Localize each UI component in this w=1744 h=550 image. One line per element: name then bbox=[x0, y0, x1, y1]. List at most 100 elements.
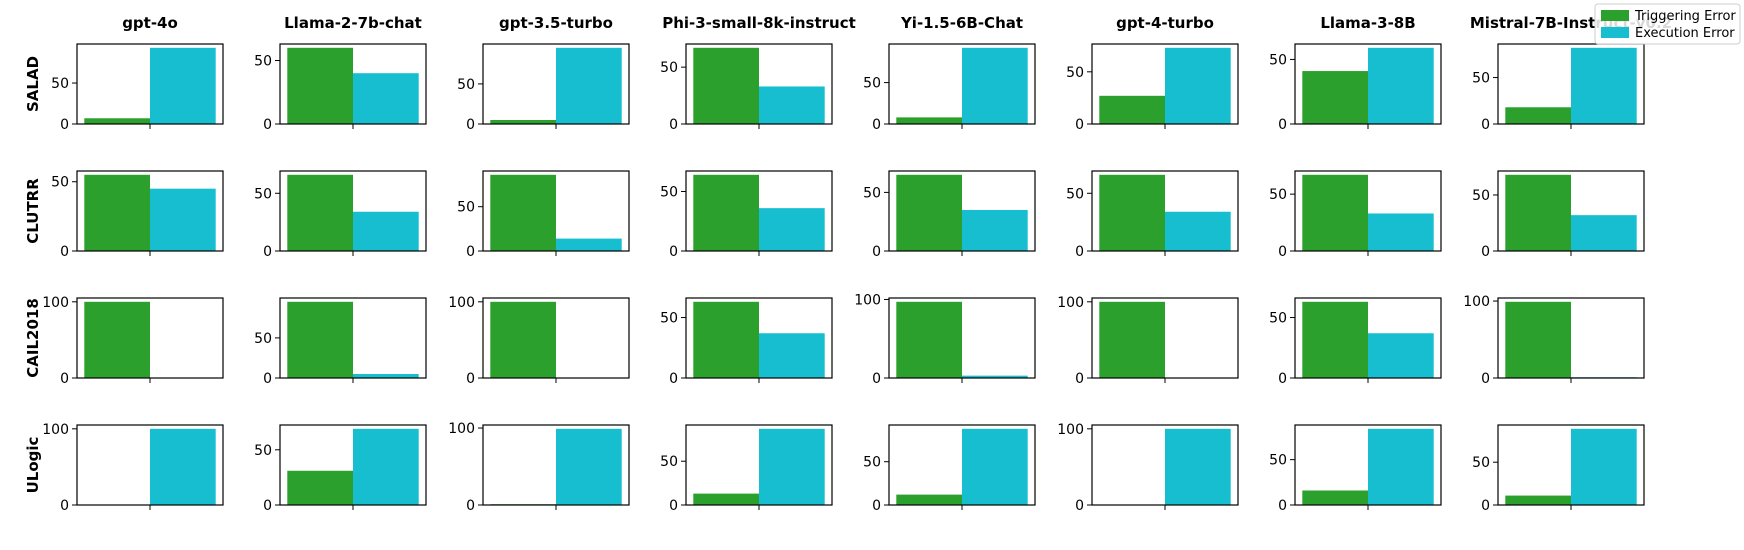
column-title-gpt-4o: gpt-4o bbox=[122, 14, 178, 32]
row-label-cail2018: CAIL2018 bbox=[24, 298, 42, 378]
y-tick-label: 50 bbox=[660, 454, 678, 470]
triggering-error-bar-clutrr-llama-2-7b-chat bbox=[287, 174, 353, 251]
triggering-error-bar-salad-llama-2-7b-chat bbox=[287, 47, 353, 124]
triggering-error-bar-clutrr-llama-3-8b bbox=[1302, 174, 1368, 251]
execution-error-bar-salad-gpt-4o bbox=[150, 47, 216, 124]
y-tick-label: 50 bbox=[660, 311, 678, 327]
y-tick-label: 50 bbox=[660, 184, 678, 200]
y-tick-label: 50 bbox=[51, 76, 69, 92]
triggering-error-bar-cail2018-phi-3-small-8k-instruct bbox=[693, 301, 759, 378]
y-tick-label: 0 bbox=[872, 498, 881, 514]
triggering-error-bar-cail2018-llama-2-7b-chat bbox=[287, 301, 353, 378]
execution-error-bar-salad-gpt-3-5-turbo bbox=[556, 47, 622, 124]
triggering-error-bar-salad-llama-3-8b bbox=[1302, 71, 1368, 124]
panel-clutrr-phi-3-small-8k-instruct: 0 50 bbox=[660, 170, 833, 260]
y-tick-label: 0 bbox=[60, 498, 69, 514]
y-tick-label: 50 bbox=[51, 175, 69, 191]
y-tick-label: 0 bbox=[263, 498, 272, 514]
panel-clutrr-llama-2-7b-chat: 0 50 bbox=[254, 170, 427, 260]
y-tick-label: 0 bbox=[466, 498, 475, 514]
column-title-phi-3-small-8k-instruct: Phi-3-small-8k-instruct bbox=[662, 14, 856, 32]
execution-error-bar-ulogic-gpt-4o bbox=[150, 428, 216, 505]
execution-error-bar-clutrr-yi-1-5-6b-chat bbox=[962, 209, 1028, 251]
execution-error-bar-cail2018-yi-1-5-6b-chat bbox=[962, 375, 1028, 378]
triggering-error-bar-clutrr-gpt-4o bbox=[84, 174, 150, 251]
legend: Triggering Error Execution Error bbox=[1594, 3, 1741, 45]
triggering-error-bar-cail2018-gpt-4-turbo bbox=[1099, 301, 1165, 378]
triggering-error-bar-ulogic-yi-1-5-6b-chat bbox=[896, 494, 962, 505]
panel-cail2018-llama-2-7b-chat: 0 50 bbox=[254, 297, 427, 387]
panel-ulogic-gpt-4-turbo: 0 100 bbox=[1057, 422, 1239, 514]
panel-clutrr-gpt-3-5-turbo: 0 50 bbox=[457, 170, 630, 260]
y-tick-label: 100 bbox=[42, 295, 69, 311]
execution-error-bar-clutrr-gpt-4o bbox=[150, 188, 216, 251]
panel-cail2018-gpt-3-5-turbo: 0 100 bbox=[448, 295, 630, 387]
y-tick-label: 0 bbox=[263, 117, 272, 133]
row-label-clutrr: CLUTRR bbox=[24, 178, 42, 244]
legend-box bbox=[1594, 3, 1741, 45]
column-title-gpt-3-5-turbo: gpt-3.5-turbo bbox=[499, 14, 613, 32]
execution-error-bar-ulogic-llama-2-7b-chat bbox=[353, 428, 419, 505]
triggering-error-bar-ulogic-llama-2-7b-chat bbox=[287, 470, 353, 505]
panel-ulogic-llama-2-7b-chat: 0 50 bbox=[254, 424, 427, 514]
y-tick-label: 50 bbox=[1269, 453, 1287, 469]
triggering-error-bar-clutrr-gpt-3-5-turbo bbox=[490, 174, 556, 251]
triggering-error-bar-ulogic-llama-3-8b bbox=[1302, 490, 1368, 505]
triggering-error-bar-salad-gpt-3-5-turbo bbox=[490, 119, 556, 124]
y-tick-label: 50 bbox=[863, 185, 881, 201]
y-tick-label: 0 bbox=[1481, 117, 1490, 133]
execution-error-bar-cail2018-phi-3-small-8k-instruct bbox=[759, 333, 825, 378]
y-tick-label: 50 bbox=[457, 77, 475, 93]
legend-swatch-triggering-error bbox=[1601, 10, 1629, 21]
y-tick-label: 0 bbox=[872, 371, 881, 387]
y-tick-label: 50 bbox=[1472, 188, 1490, 204]
y-tick-label: 0 bbox=[669, 371, 678, 387]
y-tick-label: 100 bbox=[1463, 294, 1490, 310]
y-tick-label: 0 bbox=[872, 117, 881, 133]
panel-clutrr-gpt-4-turbo: 0 50 bbox=[1066, 170, 1239, 260]
execution-error-bar-ulogic-llama-3-8b bbox=[1368, 428, 1434, 505]
y-tick-label: 50 bbox=[1066, 65, 1084, 81]
y-tick-label: 50 bbox=[863, 455, 881, 471]
triggering-error-bar-cail2018-llama-3-8b bbox=[1302, 301, 1368, 378]
y-tick-label: 0 bbox=[60, 117, 69, 133]
panel-ulogic-mistral-7b-instruct-v0-2: 0 50 bbox=[1472, 424, 1645, 514]
y-tick-label: 50 bbox=[457, 200, 475, 216]
y-tick-label: 0 bbox=[466, 244, 475, 260]
y-tick-label: 0 bbox=[1481, 244, 1490, 260]
triggering-error-bar-clutrr-phi-3-small-8k-instruct bbox=[693, 174, 759, 251]
panel-ulogic-gpt-3-5-turbo: 0 100 bbox=[448, 421, 630, 514]
y-tick-label: 0 bbox=[1278, 244, 1287, 260]
triggering-error-bar-salad-phi-3-small-8k-instruct bbox=[693, 47, 759, 124]
execution-error-bar-salad-yi-1-5-6b-chat bbox=[962, 47, 1028, 124]
y-tick-label: 50 bbox=[254, 331, 272, 347]
execution-error-bar-clutrr-llama-3-8b bbox=[1368, 213, 1434, 251]
y-tick-label: 50 bbox=[254, 54, 272, 70]
triggering-error-bar-salad-mistral-7b-instruct-v0-2 bbox=[1505, 107, 1571, 124]
execution-error-bar-clutrr-llama-2-7b-chat bbox=[353, 211, 419, 251]
panel-ulogic-phi-3-small-8k-instruct: 0 50 bbox=[660, 424, 833, 514]
y-tick-label: 50 bbox=[254, 443, 272, 459]
y-tick-label: 50 bbox=[1269, 52, 1287, 68]
triggering-error-bar-salad-gpt-4-turbo bbox=[1099, 95, 1165, 124]
triggering-error-bar-ulogic-mistral-7b-instruct-v0-2 bbox=[1505, 495, 1571, 505]
column-title-llama-3-8b: Llama-3-8B bbox=[1320, 14, 1415, 32]
panel-cail2018-phi-3-small-8k-instruct: 0 50 bbox=[660, 297, 833, 387]
y-tick-label: 100 bbox=[1057, 295, 1084, 311]
y-tick-label: 0 bbox=[1075, 117, 1084, 133]
triggering-error-bar-clutrr-gpt-4-turbo bbox=[1099, 174, 1165, 251]
panel-clutrr-mistral-7b-instruct-v0-2: 0 50 bbox=[1472, 170, 1645, 260]
y-tick-label: 0 bbox=[1075, 244, 1084, 260]
y-tick-label: 50 bbox=[863, 76, 881, 92]
triggering-error-bar-salad-gpt-4o bbox=[84, 118, 150, 124]
panel-ulogic-llama-3-8b: 0 50 bbox=[1269, 424, 1442, 514]
execution-error-bar-ulogic-mistral-7b-instruct-v0-2 bbox=[1571, 428, 1637, 505]
panel-salad-yi-1-5-6b-chat: 0 50 bbox=[863, 43, 1036, 133]
column-title-yi-1-5-6b-chat: Yi-1.5-6B-Chat bbox=[900, 14, 1023, 32]
y-tick-label: 0 bbox=[1278, 371, 1287, 387]
execution-error-bar-salad-gpt-4-turbo bbox=[1165, 47, 1231, 124]
y-tick-label: 0 bbox=[1481, 498, 1490, 514]
y-tick-label: 50 bbox=[1066, 186, 1084, 202]
y-tick-label: 0 bbox=[466, 371, 475, 387]
